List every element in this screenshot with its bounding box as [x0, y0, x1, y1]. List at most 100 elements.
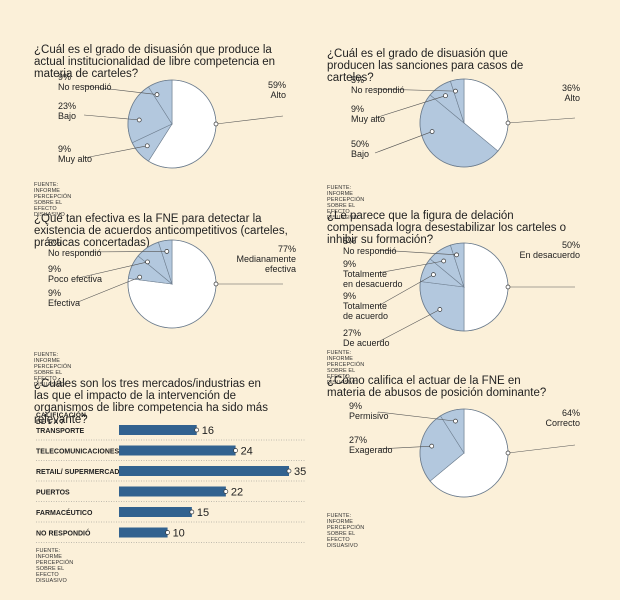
pie2-title: ¿Cuál es el grado de disuasión que produ…	[327, 48, 524, 84]
pie2-pct: 9%	[351, 104, 365, 114]
pie1-label-norespondio: 9% No respondió	[58, 72, 112, 92]
pie1-dot-0	[213, 121, 219, 127]
pie1-label-muyalto: 9% Muy alto	[58, 144, 92, 164]
pie3-label-norespondio: 5% No respondió	[48, 238, 102, 258]
pie4-name: En desacuerdo	[519, 250, 580, 260]
pie4-label-totdesacuerdo: 9% Totalmente en desacuerdo	[343, 259, 403, 289]
pie3-dot-0	[213, 281, 219, 287]
bar-end-dot	[165, 530, 170, 535]
pie4-dot-4	[454, 252, 459, 258]
pie1-title: ¿Cuál es el grado de disuasión que produ…	[34, 44, 276, 80]
pie5-dot-0	[505, 450, 511, 456]
pie5-title: ¿Cómo califica el actuar de la FNE en ma…	[327, 375, 547, 399]
bar-0	[119, 425, 197, 435]
pie4-dot-3	[441, 258, 447, 264]
bar-end-dot	[223, 489, 229, 494]
pie2-leader-0	[507, 117, 576, 124]
pie5-pct: 64%	[561, 408, 580, 418]
pie4-pct: 50%	[561, 240, 580, 250]
pie2-pct: 36%	[561, 83, 580, 93]
pie1-name: No respondió	[58, 82, 112, 92]
pie1-leader-1	[83, 145, 148, 159]
pie3-dot-1	[137, 274, 143, 280]
pie5-leader-2	[377, 411, 456, 422]
bar-value-label: 15	[197, 507, 209, 519]
pie4-leader-2	[377, 274, 434, 307]
pie4-name-1: Totalmente	[343, 301, 388, 311]
pie4-source: FUENTE: INFORME PERCEPCIÓN SOBRE EL EFEC…	[327, 350, 365, 386]
pie2-name: Muy alto	[351, 114, 386, 124]
pie4-pct: 9%	[343, 291, 357, 301]
bar-category-label: FARMACÉUTICO	[36, 508, 93, 517]
pie5-dot-1	[429, 443, 435, 449]
pie3-name: Poco efectiva	[48, 274, 103, 284]
pie1-name: Muy alto	[58, 154, 93, 164]
pie3-name: No respondió	[48, 248, 102, 258]
pie4-name-2: en desacuerdo	[343, 279, 403, 289]
pie2-leader-3	[374, 88, 456, 92]
pie1-leader-3	[83, 85, 158, 95]
pie3-label-efectiva: 9% Efectiva	[48, 288, 80, 308]
pie3-pct: 9%	[48, 264, 62, 274]
pie5-name: Correcto	[545, 418, 580, 428]
pie3-name-2: efectiva	[264, 264, 296, 274]
pie4-title: ¿Le parece que la figura de delación com…	[327, 210, 567, 246]
pie1-pct: 9%	[58, 144, 72, 154]
pie4-pct: 27%	[343, 328, 362, 338]
pie1-name: Alto	[270, 90, 286, 100]
pie5-label-correcto: 64% Correcto	[500, 408, 580, 428]
pie3-leader-2	[77, 261, 148, 279]
pie3-dot-2	[145, 259, 150, 265]
pie5-label-exagerado: 27% Exagerado	[349, 435, 393, 455]
pie5-label-permisivo: 9% Permisivo	[349, 401, 389, 421]
bar-2	[119, 466, 289, 476]
pie2-dot-3	[453, 88, 458, 94]
bar-5	[119, 527, 168, 538]
bars-subtitle: CALIFICACIÓN DE 1 A 7	[36, 412, 87, 426]
pie1-dot-3	[154, 92, 160, 97]
bar-value-label: 22	[231, 487, 243, 499]
pie2-pct: 50%	[351, 139, 370, 149]
pie2-leader-1	[374, 131, 433, 154]
pie2-pct: 5%	[351, 75, 365, 85]
pie4-pct: 5%	[343, 236, 357, 246]
pie5-dot-2	[453, 418, 458, 424]
pie4-label-norespondio: 5% No respondió	[343, 236, 397, 256]
pie2-dot-2	[443, 93, 448, 99]
pie3-name-1: Medianamente	[236, 254, 296, 264]
pie4-pct: 9%	[343, 259, 357, 269]
pie3-label-medianamente: 77% Medianamente efectiva	[216, 244, 296, 274]
bars-title: ¿Cuáles son los tres mercados/industrias…	[34, 378, 268, 426]
pie4-label-acuerdo: 27% De acuerdo	[343, 328, 390, 348]
pie2-label-muyalto: 9% Muy alto	[351, 104, 385, 124]
pie4-leader-1	[377, 309, 441, 343]
pie2-source: FUENTE: INFORME PERCEPCIÓN SOBRE EL EFEC…	[327, 185, 365, 221]
pie3-leader-1	[77, 276, 140, 303]
pie2-dot-0	[505, 120, 511, 126]
bars-source: FUENTE: INFORME PERCEPCIÓN SOBRE EL EFEC…	[36, 548, 74, 584]
bar-category-label: TRANSPORTE	[36, 428, 85, 435]
pie1-leader-0	[215, 115, 284, 125]
pie4-leader-3	[377, 260, 444, 274]
pie4-dot-2	[431, 272, 436, 277]
pie4-name-2: de acuerdo	[343, 311, 389, 321]
bar-4	[119, 507, 192, 517]
pie2-label-bajo: 50% Bajo	[351, 139, 369, 159]
pie1-name: Bajo	[58, 111, 77, 121]
bar-end-dot	[194, 427, 200, 433]
pie4-dot-1	[437, 307, 443, 312]
pie1-label-bajo: 23% Bajo	[58, 101, 76, 121]
pie3-pct: 5%	[48, 238, 62, 248]
pie4-name: No respondió	[343, 246, 397, 256]
pie2-dot-1	[429, 129, 435, 134]
pie5-pct: 27%	[349, 435, 368, 445]
pie5-leader-1	[377, 445, 432, 450]
bar-value-label: 24	[241, 446, 253, 458]
pie3-name: Efectiva	[48, 298, 81, 308]
pie3-title: ¿Qué tan efectiva es la FNE para detecta…	[34, 213, 288, 249]
